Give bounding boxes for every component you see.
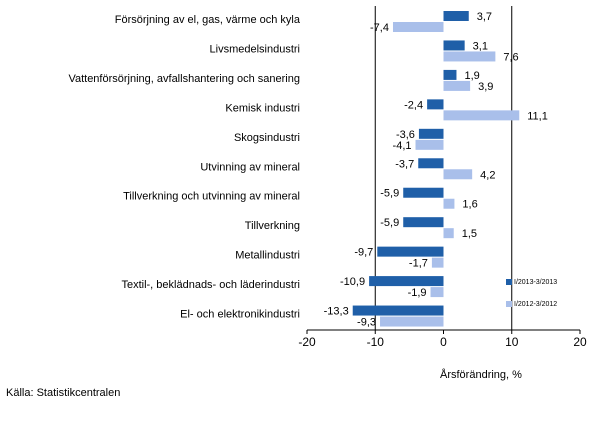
data-label: 1,5 — [462, 228, 477, 240]
data-label: 3,9 — [478, 81, 493, 93]
bar-series-2013 — [369, 276, 444, 287]
data-label: 4,2 — [480, 169, 495, 181]
bar-series-2013 — [418, 158, 444, 169]
data-label: 1,6 — [462, 199, 477, 211]
bar-series-2013 — [443, 11, 469, 21]
data-label: -9,7 — [354, 247, 373, 259]
bar-series-2013 — [427, 99, 444, 110]
data-label: -5,9 — [380, 188, 399, 200]
bar-series-2013 — [443, 69, 457, 80]
category-label: Livsmedelsindustri — [210, 43, 300, 55]
category-labels: Försörjning av el, gas, värme och kyla Li… — [68, 14, 300, 321]
category-label: Försörjning av el, gas, värme och kyla — [115, 14, 301, 26]
data-label: 7,6 — [503, 51, 518, 63]
bar-series-2013 — [418, 128, 444, 139]
category-label: Kemisk industri — [225, 102, 300, 114]
gridlines — [374, 6, 513, 330]
data-label: -7,4 — [370, 22, 389, 34]
bar-series-2012 — [443, 169, 473, 180]
x-axis: -20 -10 0 10 20 — [298, 329, 587, 349]
category-label: Skogsindustri — [234, 132, 300, 144]
bar-series-2012 — [443, 80, 471, 91]
legend-label: I/2013-3/2013 — [514, 279, 557, 286]
category-label: Utvinning av mineral — [200, 161, 300, 173]
x-tick-label: 0 — [440, 335, 447, 349]
bar-series-2013 — [377, 246, 444, 257]
data-label: -13,3 — [324, 306, 349, 318]
bar-series-2012 — [443, 51, 496, 62]
x-axis-title: Årsförändring, % — [440, 368, 522, 381]
data-label: -3,6 — [396, 129, 415, 141]
category-label: Tillverkning och utvinning av mineral — [123, 191, 300, 203]
bar-series-2012 — [415, 139, 444, 150]
legend-label: I/2012-3/2012 — [514, 301, 557, 308]
category-label: Metallindustri — [235, 250, 300, 262]
data-label: -3,7 — [395, 158, 414, 170]
bar-series-2012 — [430, 287, 444, 298]
bar-series-2012 — [443, 228, 454, 239]
x-tick-label: 20 — [573, 335, 587, 349]
category-label: Textil-, beklädnads- och läderindustri — [121, 279, 300, 291]
x-tick-label: 10 — [505, 335, 519, 349]
legend-swatch — [506, 279, 512, 285]
bar-series-2012 — [443, 198, 455, 209]
bar-series-2013 — [403, 217, 444, 228]
category-label: Tillverkning — [245, 220, 300, 232]
source-note: Källa: Statistikcentralen — [6, 387, 121, 399]
data-label: -1,7 — [409, 258, 428, 270]
data-label: -5,9 — [380, 217, 399, 229]
data-label: 11,1 — [527, 110, 548, 122]
data-label: -4,1 — [393, 140, 412, 152]
bar-series-2013 — [352, 305, 444, 316]
data-label: -10,9 — [340, 276, 365, 288]
data-label: 3,1 — [473, 40, 488, 52]
data-label: -1,9 — [408, 287, 427, 299]
legend-swatch — [506, 301, 512, 307]
data-label: -9,3 — [357, 317, 376, 329]
bar-series-2013 — [443, 40, 465, 51]
bar-series-2012 — [380, 316, 444, 327]
legend: I/2013-3/2013 I/2012-3/2012 — [506, 279, 557, 308]
bars — [352, 11, 520, 327]
x-tick-label: -20 — [298, 335, 316, 349]
bar-series-2012 — [443, 110, 520, 121]
bar-series-2013 — [403, 187, 444, 198]
data-label: 3,7 — [477, 11, 492, 23]
bar-series-2012 — [431, 257, 444, 268]
x-tick-label: -10 — [367, 335, 385, 349]
data-label: 1,9 — [464, 70, 479, 82]
value-labels: 3,7 -7,4 3,1 7,6 1,93,9 -2,4 11,1 -3,6-4,1 -3,7 4… — [324, 11, 548, 329]
data-label: -2,4 — [404, 99, 423, 111]
category-label: El- och elektronikindustri — [180, 309, 300, 321]
bar-series-2012 — [392, 22, 444, 32]
category-label: Vattenförsörjning, avfallshantering och … — [68, 73, 300, 85]
